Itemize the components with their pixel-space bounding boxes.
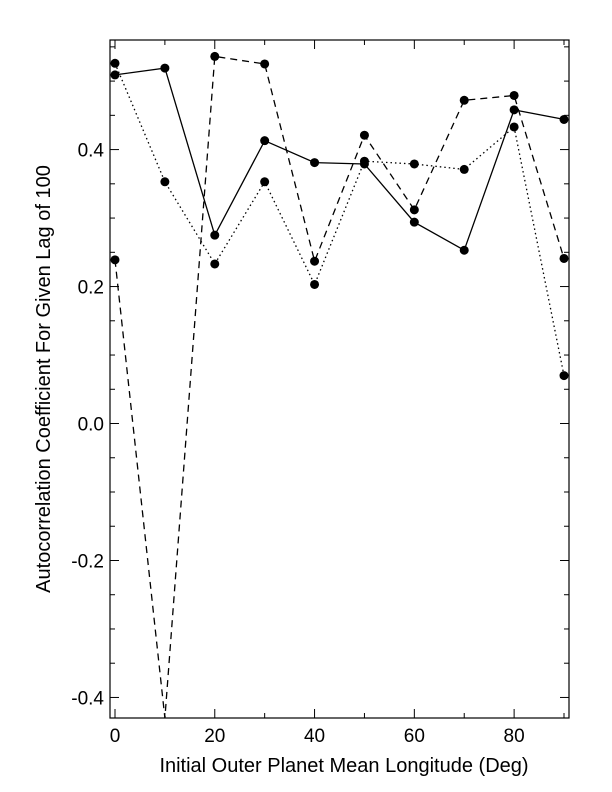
- plot-frame: [109, 39, 570, 719]
- series-line-solid: [114, 67, 565, 252]
- data-point: [509, 90, 519, 100]
- data-point: [559, 371, 569, 381]
- data-point: [409, 159, 419, 169]
- series-dotted: [110, 58, 569, 381]
- data-point: [359, 130, 369, 140]
- data-point: [559, 114, 569, 124]
- data-point: [260, 177, 270, 187]
- data-point: [509, 105, 519, 115]
- data-point: [310, 158, 320, 168]
- y-tick-label: 0.0: [78, 415, 104, 436]
- x-tick-label: 60: [404, 726, 425, 747]
- data-point: [409, 205, 419, 215]
- data-point: [359, 156, 369, 166]
- data-point: [210, 230, 220, 240]
- data-point: [210, 51, 220, 61]
- x-tick-label: 0: [110, 726, 121, 747]
- data-point: [310, 279, 320, 289]
- data-point: [509, 122, 519, 132]
- data-point: [559, 253, 569, 263]
- y-axis-title: Autocorrelation Coefficient For Given La…: [33, 165, 55, 593]
- data-point: [310, 256, 320, 266]
- data-point: [260, 136, 270, 146]
- data-point: [160, 63, 170, 73]
- axis-ticks: [110, 40, 569, 718]
- y-tick-label: 0.4: [78, 141, 105, 162]
- series-line-dotted: [114, 63, 565, 376]
- data-point: [459, 164, 469, 174]
- data-point: [459, 245, 469, 255]
- series-solid: [110, 63, 569, 255]
- data-point: [260, 59, 270, 69]
- data-point: [459, 95, 469, 105]
- series-line-dashed: [114, 55, 565, 719]
- x-tick-label: 80: [504, 726, 525, 747]
- data-point: [210, 259, 220, 269]
- x-tick-label: 40: [304, 726, 325, 747]
- series-dashed: [110, 51, 569, 719]
- series-layer: [110, 51, 569, 719]
- x-axis-title: Initial Outer Planet Mean Longitude (Deg…: [159, 755, 528, 777]
- data-point: [110, 255, 120, 265]
- axis-tick-labels: 0 20 40 60 80 -0.4 -0.2 0.0 0.2 0.4: [71, 141, 524, 747]
- y-tick-label: -0.4: [71, 688, 104, 709]
- data-point: [110, 58, 120, 68]
- data-point: [110, 70, 120, 80]
- x-tick-label: 20: [204, 726, 225, 747]
- data-point: [409, 217, 419, 227]
- y-tick-label: 0.2: [78, 278, 104, 299]
- data-point: [160, 177, 170, 187]
- y-tick-label: -0.2: [71, 551, 104, 572]
